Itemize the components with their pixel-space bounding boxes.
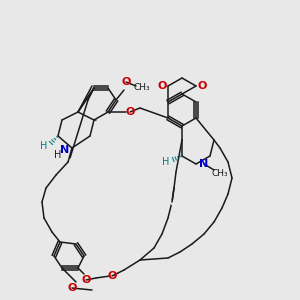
Text: CH₃: CH₃: [134, 83, 150, 92]
Text: CH₃: CH₃: [212, 169, 228, 178]
Text: N: N: [60, 145, 70, 155]
Text: H: H: [40, 141, 48, 151]
Text: O: O: [125, 107, 135, 117]
Text: H: H: [54, 150, 62, 160]
Text: O: O: [81, 275, 91, 285]
Text: O: O: [107, 271, 117, 281]
Text: O: O: [67, 283, 77, 293]
Text: O: O: [197, 81, 207, 91]
Text: O: O: [121, 77, 131, 87]
Text: H: H: [162, 157, 170, 167]
Text: O: O: [157, 81, 167, 91]
Text: N: N: [200, 159, 208, 169]
